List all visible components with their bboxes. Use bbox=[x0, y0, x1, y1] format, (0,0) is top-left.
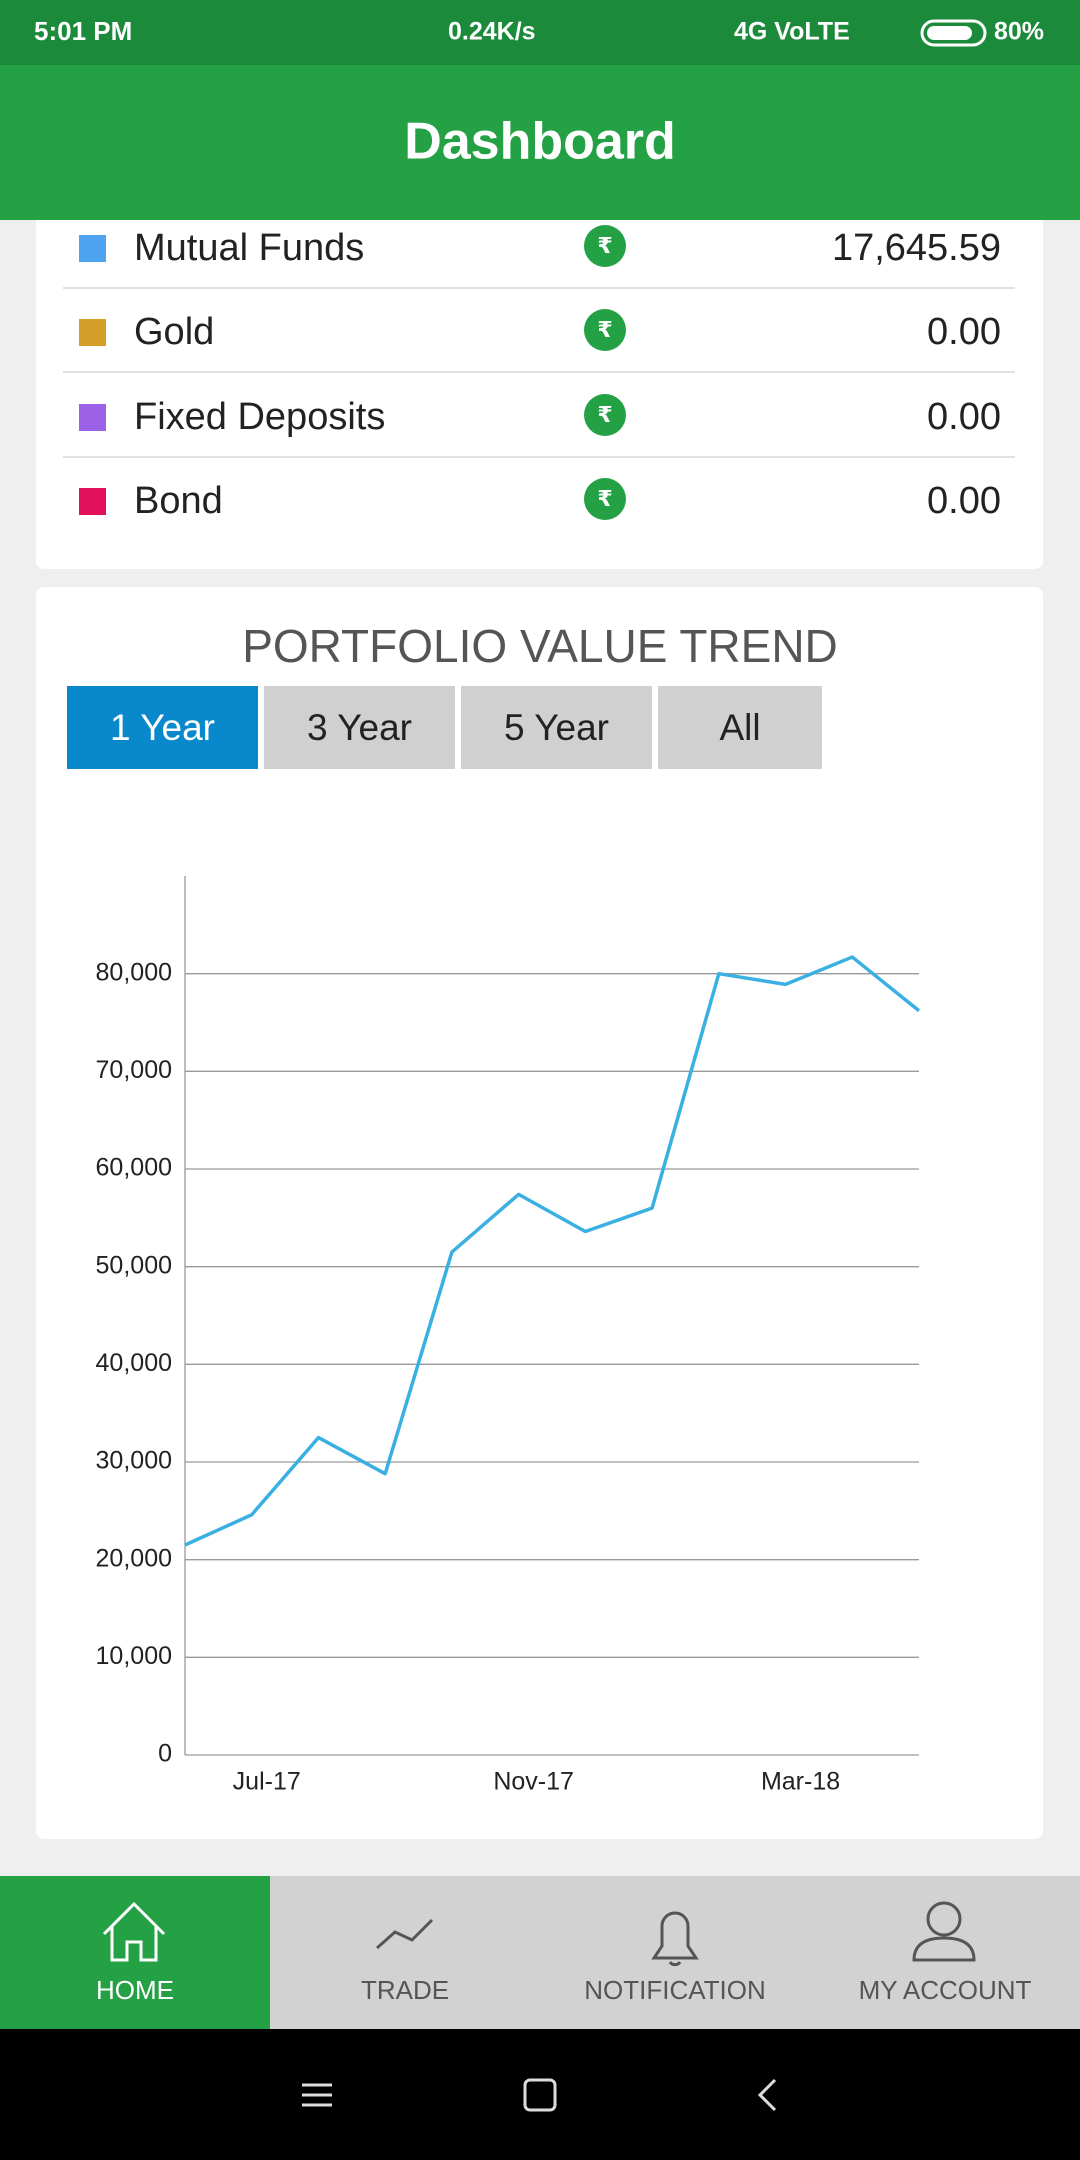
status-battery: 80% bbox=[994, 18, 1044, 46]
asset-value: 17,645.59 bbox=[832, 227, 1001, 269]
chart-title: PORTFOLIO VALUE TREND bbox=[242, 620, 838, 672]
currency-badge bbox=[584, 309, 626, 351]
notification-icon bbox=[651, 1911, 699, 1967]
app-header bbox=[0, 65, 1080, 220]
nav-label[interactable]: NOTIFICATION bbox=[584, 1975, 766, 2005]
menu-button bbox=[302, 2083, 332, 2107]
range-tab-label: 1 Year bbox=[110, 707, 215, 748]
y-tick-label: 30,000 bbox=[96, 1447, 172, 1475]
range-tab-label: 3 Year bbox=[307, 707, 412, 748]
chart-card bbox=[36, 587, 1043, 1839]
currency-badge bbox=[584, 225, 626, 267]
currency-badge bbox=[584, 478, 626, 520]
header-title: Dashboard bbox=[404, 113, 676, 171]
y-tick-label: 50,000 bbox=[96, 1251, 172, 1279]
range-tab[interactable] bbox=[67, 686, 258, 769]
asset-color bbox=[79, 404, 106, 431]
y-tick-label: 0 bbox=[158, 1740, 172, 1768]
status-time: 5:01 PM bbox=[34, 16, 132, 46]
asset-card bbox=[36, 200, 1043, 569]
currency-symbol: ₹ bbox=[597, 486, 612, 511]
nav-items: HOME TRADE NOTIFICATION MY ACCOUNT bbox=[0, 1876, 1032, 2029]
asset-list: Mutual Funds ₹17,645.59 Gold ₹0.00 Fixed Dep… bbox=[63, 225, 1015, 522]
home-button bbox=[523, 2078, 557, 2112]
battery-level bbox=[927, 26, 972, 40]
data-line bbox=[184, 955, 921, 1547]
currency-symbol: ₹ bbox=[597, 317, 612, 342]
system-nav-bar bbox=[0, 2029, 1080, 2160]
asset-value: 0.00 bbox=[927, 396, 1001, 438]
x-tick-label: Mar-18 bbox=[761, 1768, 840, 1796]
range-tab[interactable] bbox=[461, 686, 652, 769]
nav-label[interactable]: TRADE bbox=[361, 1975, 449, 2005]
x-tick-label: Nov-17 bbox=[493, 1768, 574, 1796]
home-icon bbox=[102, 1901, 166, 1962]
trade-icon bbox=[376, 1918, 434, 1950]
y-tick-label: 60,000 bbox=[96, 1154, 172, 1182]
asset-color bbox=[79, 319, 106, 346]
asset-color bbox=[79, 488, 106, 515]
nav-label[interactable]: MY ACCOUNT bbox=[859, 1975, 1032, 2005]
asset-name: Gold bbox=[134, 311, 214, 353]
status-bar bbox=[0, 0, 1080, 65]
y-tick-label: 20,000 bbox=[96, 1544, 172, 1572]
y-tick-label: 80,000 bbox=[96, 958, 172, 986]
y-tick-label: 40,000 bbox=[96, 1349, 172, 1377]
x-tick-label: Jul-17 bbox=[233, 1768, 301, 1796]
nav-label[interactable]: HOME bbox=[96, 1975, 174, 2005]
asset-color bbox=[79, 235, 106, 262]
asset-value: 0.00 bbox=[927, 311, 1001, 353]
status-speed: 0.24K/s bbox=[448, 18, 536, 46]
currency-symbol: ₹ bbox=[597, 402, 612, 427]
back-button bbox=[757, 2078, 777, 2112]
range-tabs: 1 Year 3 Year 5 Year All bbox=[67, 686, 822, 769]
range-tab-label: 5 Year bbox=[504, 707, 609, 748]
account-icon bbox=[912, 1901, 976, 1962]
status-network: 4G VoLTE bbox=[734, 18, 850, 46]
asset-name: Fixed Deposits bbox=[134, 396, 385, 438]
y-tick-label: 10,000 bbox=[96, 1642, 172, 1670]
range-tab-label: All bbox=[719, 707, 760, 748]
currency-badge bbox=[584, 394, 626, 436]
currency-symbol: ₹ bbox=[597, 233, 612, 258]
battery-icon bbox=[920, 19, 987, 47]
range-tab[interactable] bbox=[658, 686, 822, 769]
chart: 0 10,000 20,000 30,000 40,000 50,000 60,000 70,… bbox=[96, 876, 921, 1796]
y-tick-label: 70,000 bbox=[96, 1056, 172, 1084]
asset-name: Mutual Funds bbox=[134, 227, 364, 269]
asset-value: 0.00 bbox=[927, 480, 1001, 522]
asset-name: Bond bbox=[134, 480, 223, 522]
range-tab[interactable] bbox=[264, 686, 455, 769]
nav-active-bg[interactable] bbox=[0, 1876, 270, 2029]
nav-icons bbox=[102, 1901, 976, 1967]
